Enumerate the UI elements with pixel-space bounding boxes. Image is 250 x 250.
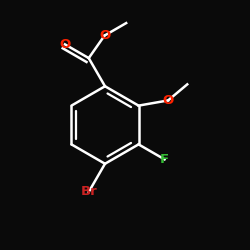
Text: O: O [99,29,110,42]
Text: F: F [160,153,169,166]
Text: O: O [162,94,174,107]
Text: Br: Br [80,186,97,198]
Text: O: O [59,38,70,51]
